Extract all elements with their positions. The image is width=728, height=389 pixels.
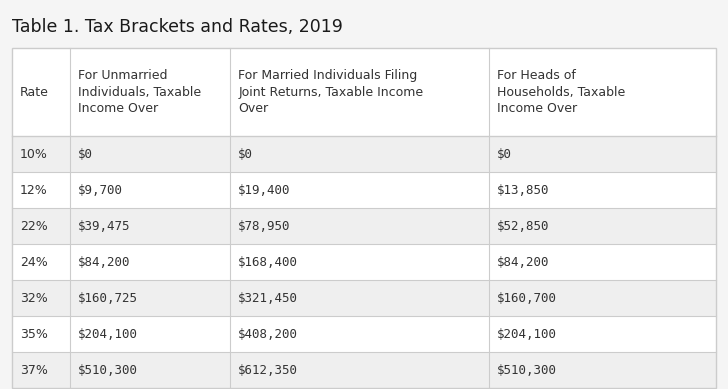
Text: $204,100: $204,100 <box>497 328 558 340</box>
Text: $13,850: $13,850 <box>497 184 550 196</box>
Text: 32%: 32% <box>20 291 48 305</box>
Bar <box>12 280 716 316</box>
Bar <box>12 48 716 388</box>
Bar <box>12 48 716 136</box>
Text: $204,100: $204,100 <box>78 328 138 340</box>
Text: $39,475: $39,475 <box>78 219 130 233</box>
Text: Table 1. Tax Brackets and Rates, 2019: Table 1. Tax Brackets and Rates, 2019 <box>12 18 343 36</box>
Bar <box>12 316 716 352</box>
Text: 24%: 24% <box>20 256 48 268</box>
Text: 10%: 10% <box>20 147 48 161</box>
Bar <box>12 244 716 280</box>
Text: $52,850: $52,850 <box>497 219 550 233</box>
Bar <box>12 208 716 244</box>
Text: $0: $0 <box>238 147 253 161</box>
Bar <box>12 352 716 388</box>
Text: 22%: 22% <box>20 219 48 233</box>
Text: $160,725: $160,725 <box>78 291 138 305</box>
Text: $160,700: $160,700 <box>497 291 558 305</box>
Text: $612,350: $612,350 <box>238 363 298 377</box>
Text: $168,400: $168,400 <box>238 256 298 268</box>
Text: For Married Individuals Filing
Joint Returns, Taxable Income
Over: For Married Individuals Filing Joint Ret… <box>238 69 424 115</box>
Text: For Heads of
Households, Taxable
Income Over: For Heads of Households, Taxable Income … <box>497 69 625 115</box>
Text: $510,300: $510,300 <box>78 363 138 377</box>
Text: $78,950: $78,950 <box>238 219 290 233</box>
Text: $0: $0 <box>497 147 513 161</box>
Bar <box>12 172 716 208</box>
Text: $510,300: $510,300 <box>497 363 558 377</box>
Text: 37%: 37% <box>20 363 48 377</box>
Text: For Unmarried
Individuals, Taxable
Income Over: For Unmarried Individuals, Taxable Incom… <box>78 69 201 115</box>
Bar <box>12 48 716 388</box>
Text: $408,200: $408,200 <box>238 328 298 340</box>
Text: 12%: 12% <box>20 184 48 196</box>
Text: $9,700: $9,700 <box>78 184 123 196</box>
Text: $0: $0 <box>78 147 92 161</box>
Bar <box>12 136 716 172</box>
Text: 35%: 35% <box>20 328 48 340</box>
Text: $19,400: $19,400 <box>238 184 290 196</box>
Text: $321,450: $321,450 <box>238 291 298 305</box>
Text: $84,200: $84,200 <box>78 256 130 268</box>
Text: $84,200: $84,200 <box>497 256 550 268</box>
Text: Rate: Rate <box>20 86 49 98</box>
